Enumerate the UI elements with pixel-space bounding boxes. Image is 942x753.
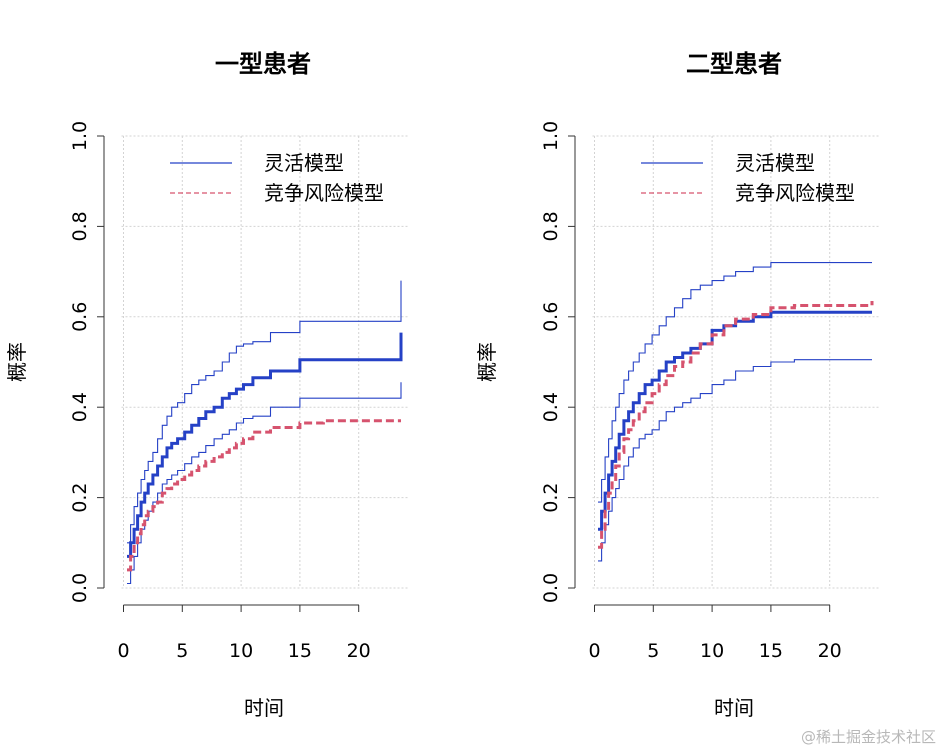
x-axis: 0 5 10 15 20 [588, 604, 842, 662]
legend-label-competing: 竞争风险模型 [264, 181, 384, 205]
panel-type1: 一型患者 0 5 10 15 20 0.0 0.2 0.4 0.6 0.8 1.0 时间 概率 灵… [5, 50, 408, 720]
legend-label-flexible: 灵活模型 [264, 151, 344, 175]
x-tick-label: 10 [700, 640, 724, 662]
y-tick-label: 0.0 [69, 573, 91, 603]
watermark: @稀土掘金技术社区 [800, 728, 936, 746]
y-tick-label: 1.0 [69, 121, 91, 151]
y-axis: 0.0 0.2 0.4 0.6 0.8 1.0 [69, 121, 105, 603]
series-line-flexible [127, 332, 403, 558]
panel-type2: 二型患者 0 5 10 15 20 0.0 0.2 0.4 0.6 0.8 1.0 时间 概率 灵… [475, 50, 879, 720]
chart-title: 二型患者 [686, 50, 782, 78]
ci-band-line [598, 262, 872, 503]
legend: 灵活模型 竞争风险模型 [641, 151, 855, 205]
x-tick-label: 20 [347, 640, 371, 662]
y-tick-label: 1.0 [540, 121, 562, 151]
x-tick-label: 0 [117, 640, 129, 662]
y-tick-label: 0.2 [69, 482, 91, 512]
y-axis-label: 概率 [475, 342, 499, 382]
series-line-flexible [598, 310, 872, 531]
ci-band-line [127, 382, 402, 585]
x-tick-label: 15 [759, 640, 783, 662]
y-tick-label: 0.0 [540, 573, 562, 603]
ci-band-line [127, 280, 402, 544]
x-axis: 0 5 10 15 20 [117, 604, 371, 662]
y-axis: 0.0 0.2 0.4 0.6 0.8 1.0 [540, 121, 576, 603]
ci-band-line [598, 359, 872, 562]
series-line-competing [127, 419, 401, 572]
x-tick-label: 0 [588, 640, 600, 662]
series-group [598, 262, 874, 562]
legend-label-flexible: 灵活模型 [735, 151, 815, 175]
x-tick-label: 5 [176, 640, 188, 662]
y-tick-label: 0.6 [540, 302, 562, 332]
x-tick-label: 15 [288, 640, 312, 662]
y-tick-label: 0.4 [69, 392, 91, 422]
y-tick-label: 0.4 [540, 392, 562, 422]
x-axis-label: 时间 [714, 696, 754, 720]
series-line-competing [598, 301, 874, 549]
legend: 灵活模型 竞争风险模型 [170, 151, 384, 205]
y-axis-label: 概率 [5, 342, 29, 382]
y-tick-label: 0.6 [69, 302, 91, 332]
y-tick-label: 0.2 [540, 482, 562, 512]
chart-title: 一型患者 [215, 50, 311, 78]
x-tick-label: 10 [229, 640, 253, 662]
x-tick-label: 20 [818, 640, 842, 662]
y-tick-label: 0.8 [540, 211, 562, 241]
series-group [127, 280, 403, 585]
x-axis-label: 时间 [244, 696, 284, 720]
x-tick-label: 5 [647, 640, 659, 662]
legend-label-competing: 竞争风险模型 [735, 181, 855, 205]
y-tick-label: 0.8 [69, 211, 91, 241]
